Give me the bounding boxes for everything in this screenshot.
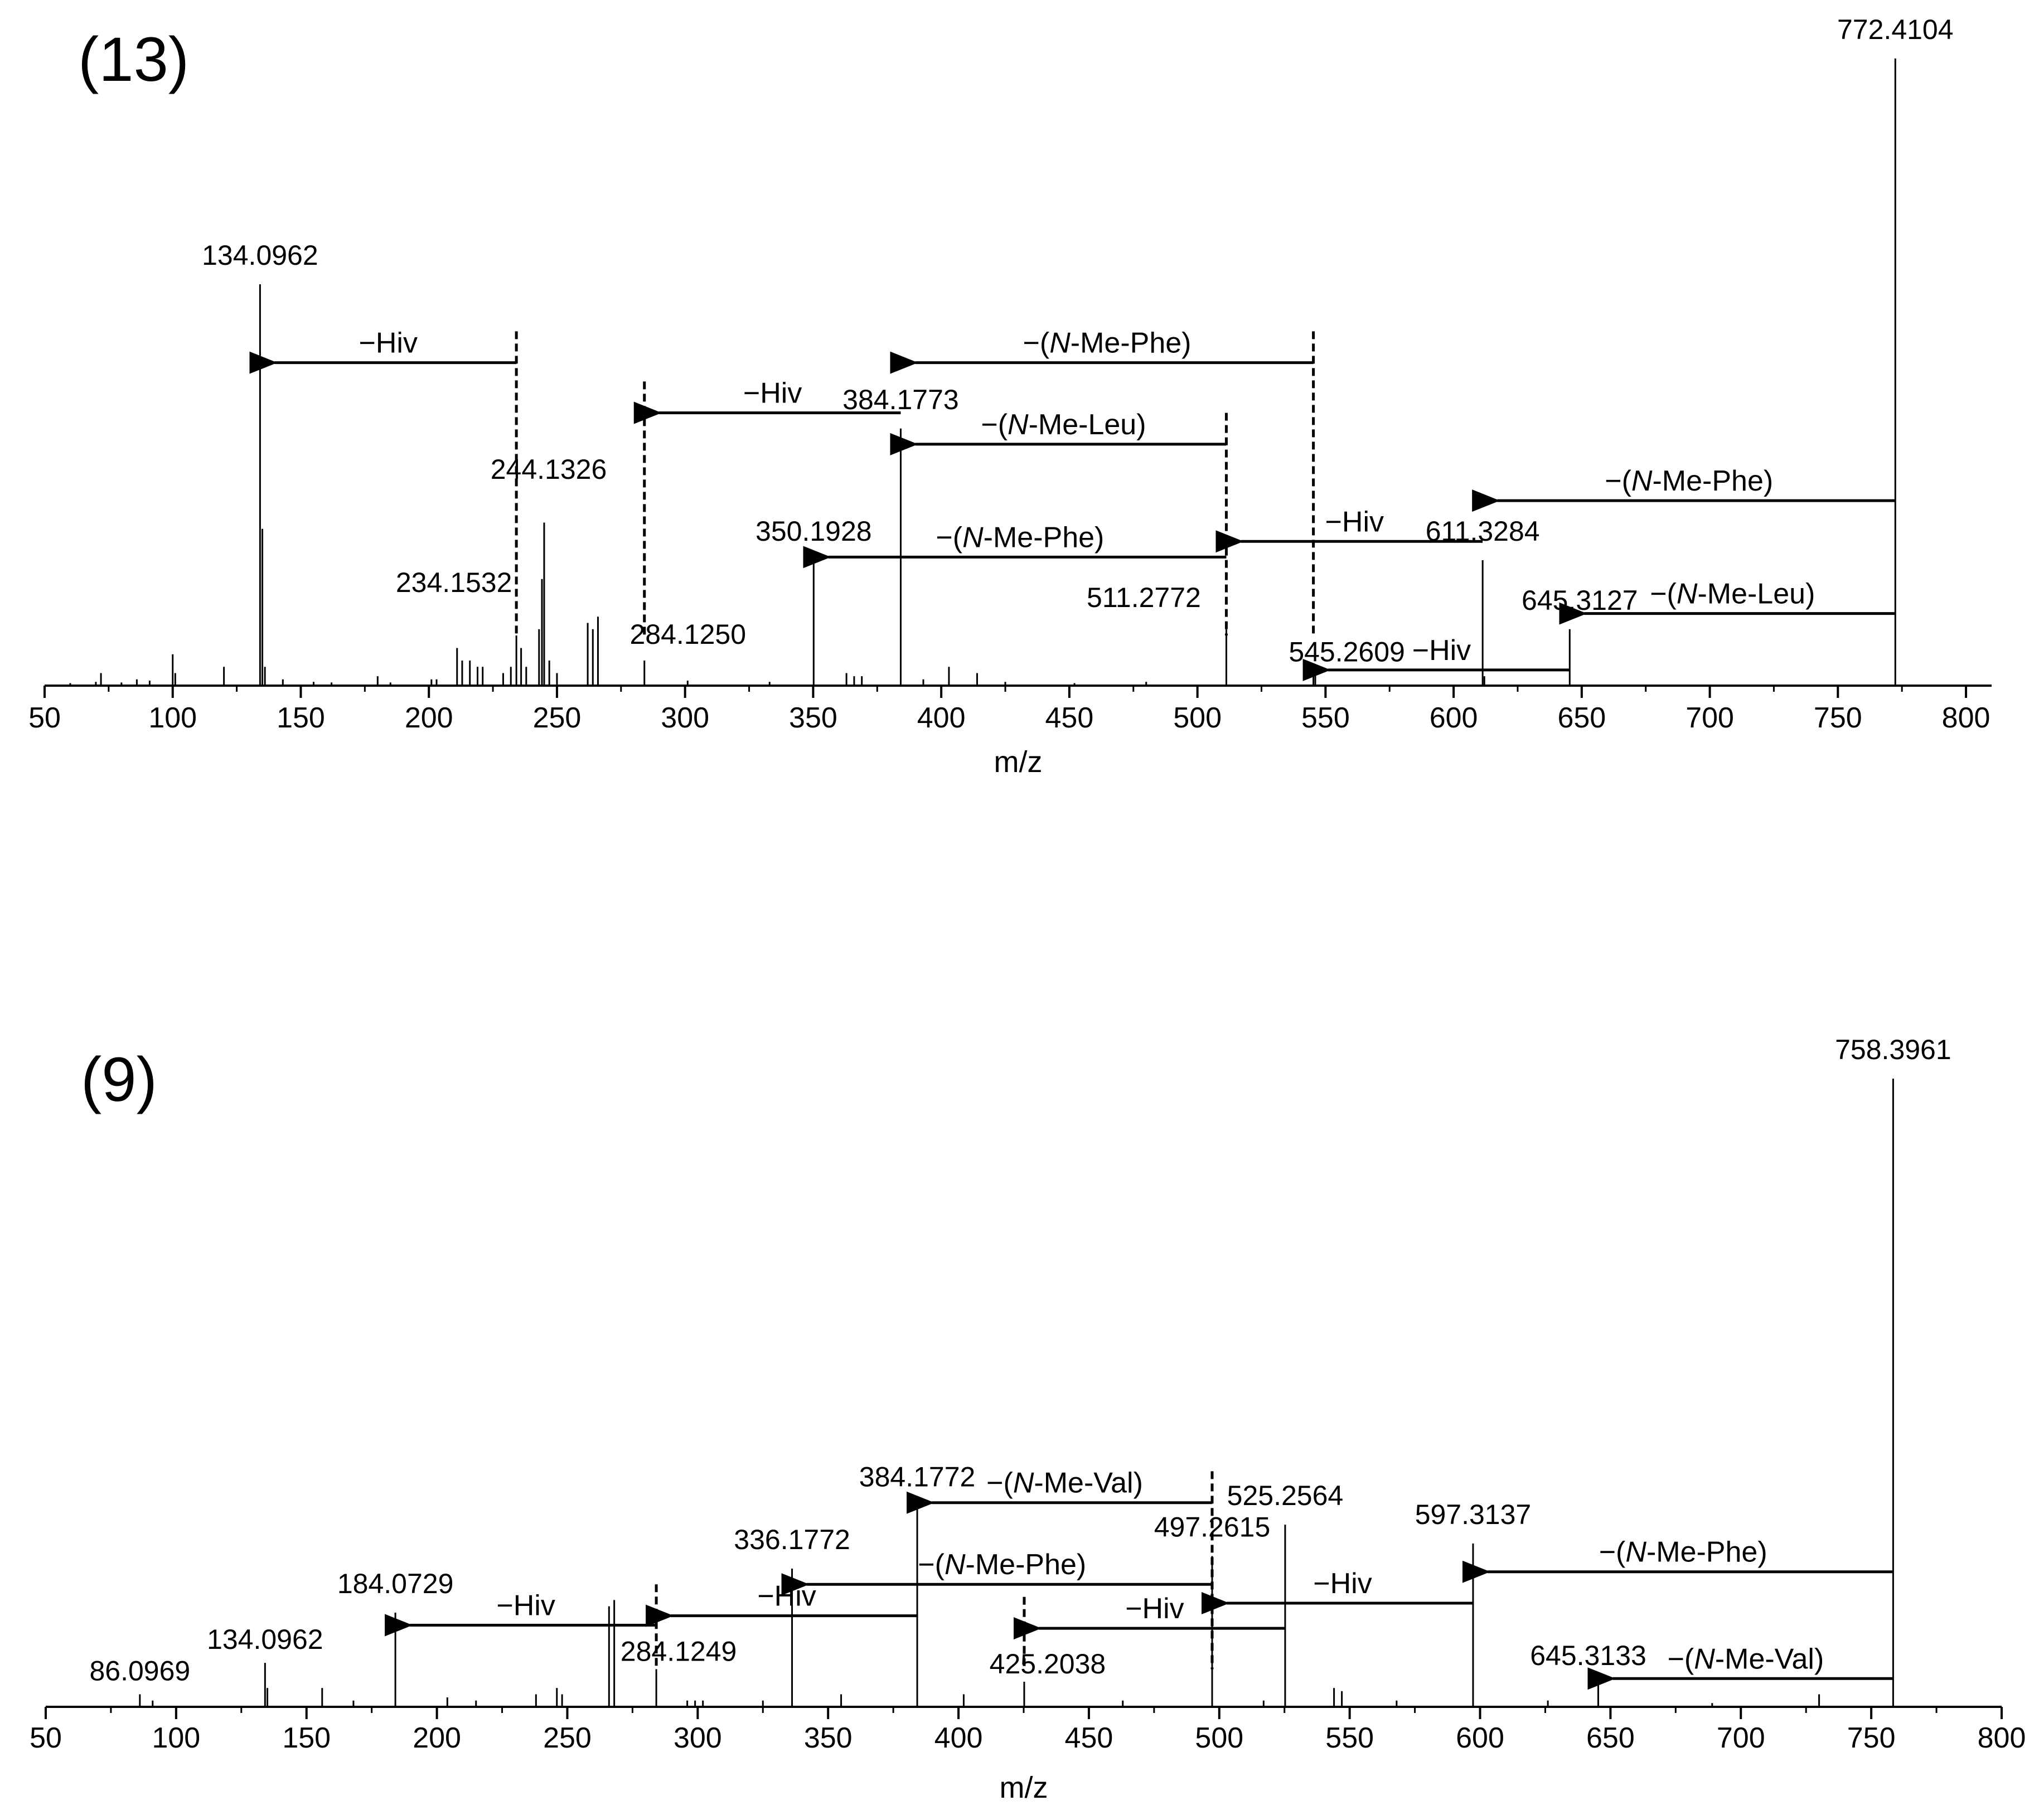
- x-tick-label: 250: [533, 702, 582, 734]
- x-tick-label: 800: [1942, 702, 1990, 734]
- peak-label: 184.0729: [337, 1568, 454, 1599]
- x-tick-label: 50: [28, 702, 61, 734]
- loss-label: −Hiv: [1125, 1593, 1184, 1625]
- peak-label: 244.1326: [491, 454, 607, 485]
- x-tick-label: 650: [1586, 1722, 1635, 1754]
- peak-label: 284.1250: [629, 619, 746, 650]
- peak-label: 234.1532: [396, 567, 512, 598]
- x-tick-label: 500: [1173, 702, 1222, 734]
- x-tick-label: 600: [1430, 702, 1478, 734]
- loss-label: −(N-Me-Phe): [918, 1549, 1086, 1581]
- x-tick-label: 700: [1686, 702, 1734, 734]
- peak-label: 425.2038: [990, 1648, 1106, 1680]
- loss-label: −(N-Me-Phe): [1605, 465, 1773, 497]
- panel-label: (9): [81, 1045, 157, 1114]
- loss-label: −Hiv: [496, 1589, 555, 1622]
- panel-label: (13): [78, 25, 189, 94]
- x-tick-label: 800: [1978, 1722, 2026, 1754]
- x-tick-label: 650: [1557, 702, 1606, 734]
- peak-label: 758.3961: [1835, 1034, 1951, 1065]
- peak-label: 597.3137: [1415, 1499, 1532, 1530]
- x-tick-label: 150: [282, 1722, 331, 1754]
- peak-label: 350.1928: [755, 516, 872, 547]
- peak-label: 86.0969: [89, 1655, 190, 1686]
- x-tick-label: 350: [804, 1722, 853, 1754]
- x-tick-label: 750: [1814, 702, 1862, 734]
- loss-label: −(N-Me-Leu): [1650, 578, 1815, 610]
- spectrum-panel-2: (9) 50 100 150 200 250 300 350 400 450 500 550 600 65…: [30, 1034, 2026, 1804]
- spectrum-panel-1: (13) 50 100 150 200 250 300 350 400 450 500 550 600 6…: [28, 14, 1992, 779]
- loss-label: −Hiv: [757, 1580, 816, 1613]
- x-tick-label: 600: [1456, 1722, 1504, 1754]
- x-axis-title: m/z: [1000, 1771, 1048, 1804]
- peak-label: 772.4104: [1837, 14, 1954, 45]
- x-tick-label: 700: [1717, 1722, 1765, 1754]
- x-tick-label: 350: [789, 702, 837, 734]
- x-tick-label: 500: [1195, 1722, 1243, 1754]
- x-tick-label: 750: [1847, 1722, 1896, 1754]
- loss-label: −(N-Me-Phe): [936, 521, 1104, 554]
- x-tick-label: 200: [413, 1722, 461, 1754]
- peak-label: 525.2564: [1227, 1480, 1344, 1511]
- x-tick-label: 550: [1325, 1722, 1374, 1754]
- peak-label: 645.3127: [1522, 585, 1638, 616]
- peak-label: 336.1772: [734, 1524, 850, 1555]
- peak-label: 384.1772: [859, 1461, 976, 1492]
- x-tick-label: 300: [661, 702, 709, 734]
- x-tick-label: 150: [277, 702, 325, 734]
- loss-label: −(N-Me-Phe): [1599, 1536, 1767, 1569]
- peak-label: 284.1249: [621, 1635, 737, 1667]
- x-tick-label: 450: [1065, 1722, 1113, 1754]
- x-tick-label: 50: [30, 1722, 62, 1754]
- loss-label: −(N-Me-Val): [1668, 1643, 1824, 1675]
- loss-label: −(N-Me-Val): [986, 1467, 1143, 1499]
- x-tick-label: 400: [917, 702, 966, 734]
- x-tick-label: 550: [1301, 702, 1350, 734]
- x-tick-label: 400: [934, 1722, 983, 1754]
- x-axis-title: m/z: [994, 745, 1043, 779]
- peak-label: 134.0962: [207, 1624, 323, 1655]
- x-tick-label: 300: [674, 1722, 722, 1754]
- peak-label: 384.1773: [842, 384, 959, 415]
- x-tick-label: 200: [405, 702, 453, 734]
- peak-label: 511.2772: [1087, 582, 1201, 613]
- x-tick-label: 100: [148, 702, 197, 734]
- loss-label: −Hiv: [359, 327, 418, 360]
- peak-label: 645.3133: [1530, 1640, 1646, 1671]
- loss-label: −Hiv: [1313, 1567, 1372, 1600]
- x-tick-label: 100: [152, 1722, 200, 1754]
- peak-label: 134.0962: [202, 240, 318, 271]
- loss-label: −Hiv: [1412, 634, 1471, 667]
- loss-label: −(N-Me-Leu): [981, 409, 1146, 441]
- peak-label: 545.2609: [1289, 636, 1405, 667]
- loss-label: −(N-Me-Phe): [1023, 327, 1192, 360]
- loss-label: −Hiv: [743, 377, 802, 410]
- loss-label: −Hiv: [1325, 506, 1384, 538]
- x-tick-label: 250: [543, 1722, 592, 1754]
- x-tick-label: 450: [1045, 702, 1094, 734]
